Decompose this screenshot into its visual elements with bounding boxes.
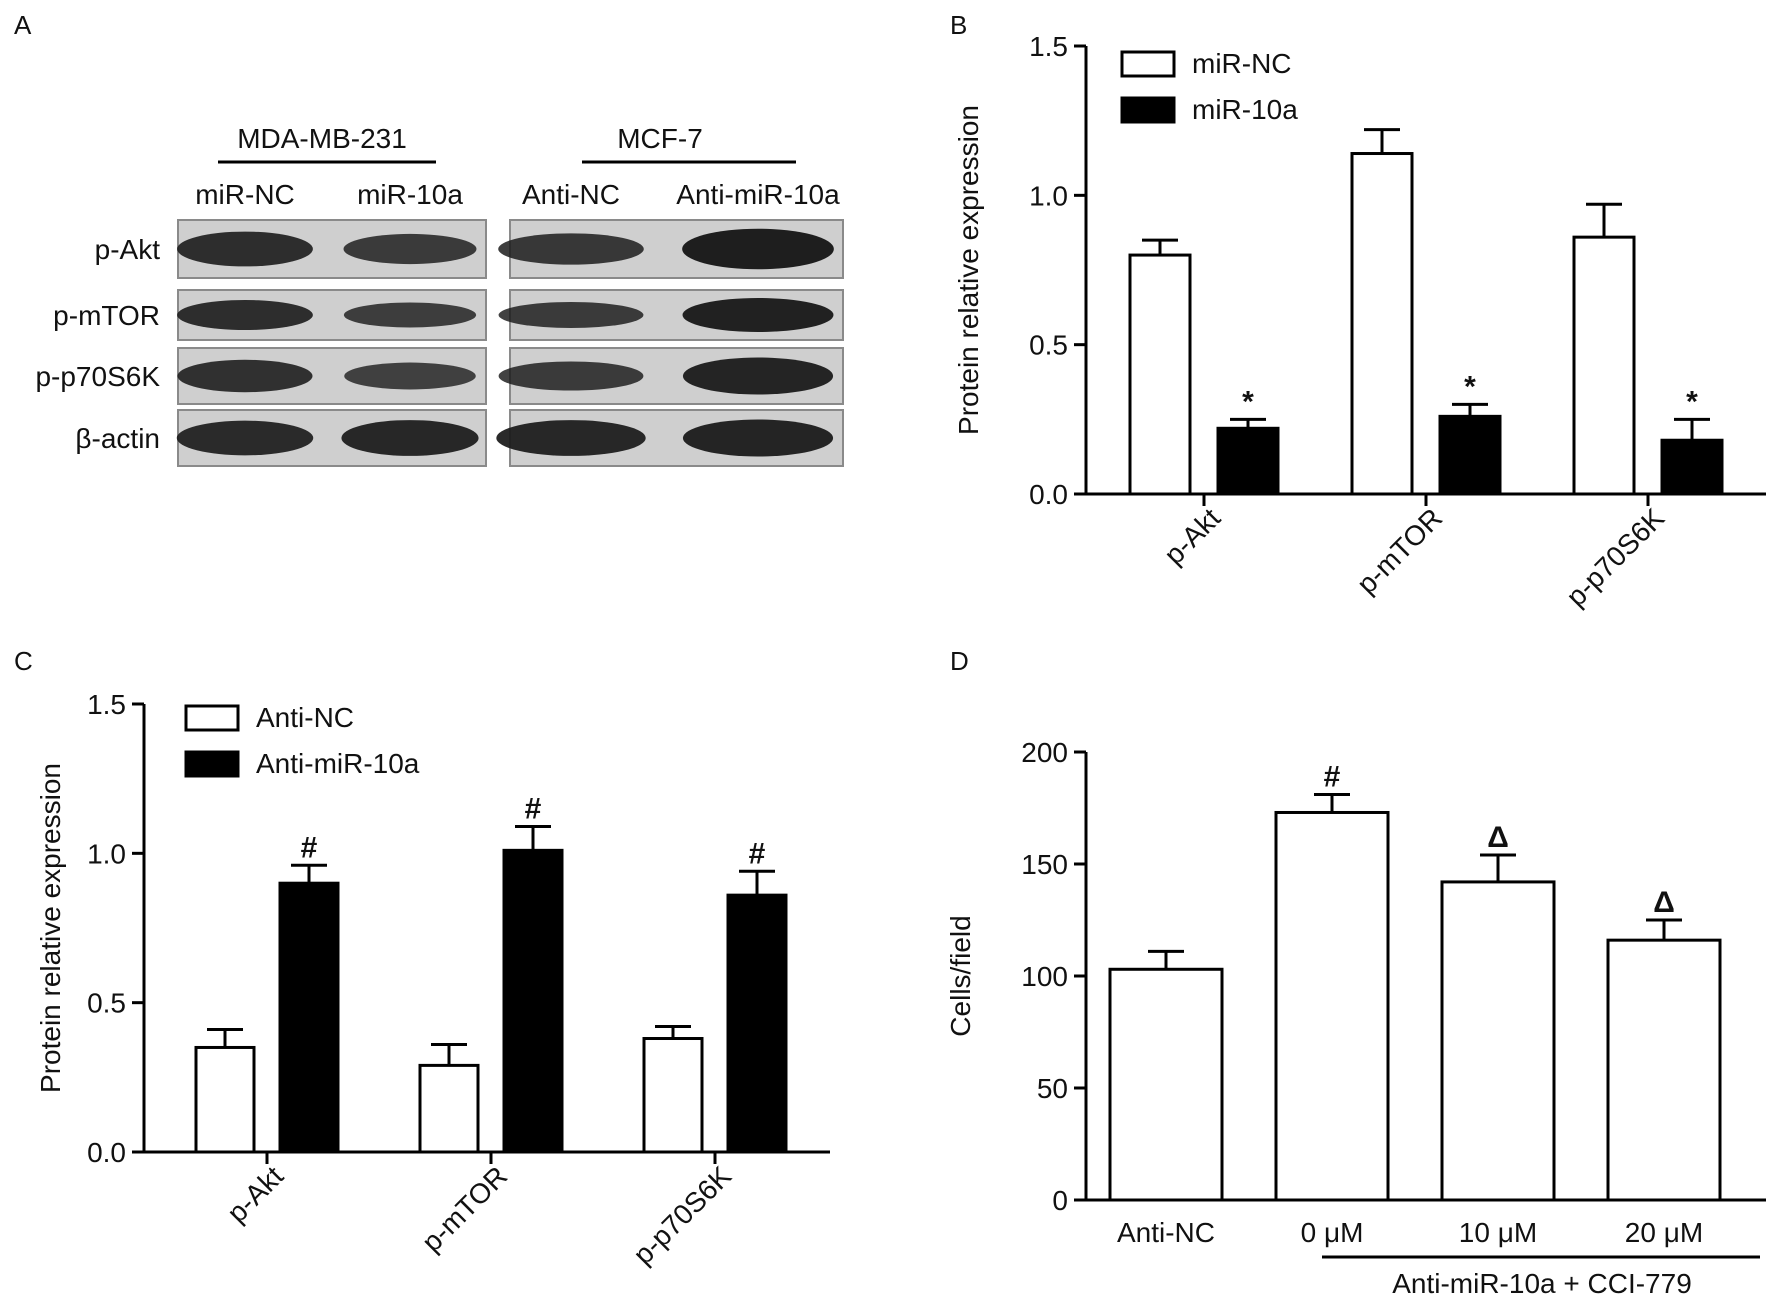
bar-anti-nc [418, 1063, 480, 1154]
bar-mir-nc [1572, 235, 1636, 496]
x-tick-label: p-p70S6K [627, 1160, 737, 1270]
panel-letter-d: D [950, 646, 969, 676]
legend-label: Anti-miR-10a [256, 748, 420, 779]
x-tick-label: p-mTOR [416, 1160, 513, 1257]
legend-label: Anti-NC [256, 702, 354, 733]
panel-letter-b: B [950, 10, 967, 40]
y-tick-label: 200 [1021, 737, 1068, 768]
blot-band [343, 302, 477, 328]
bar-anti-nc [194, 1045, 256, 1154]
significance-mark: Δ [1653, 886, 1675, 919]
legend-label: miR-NC [1192, 48, 1292, 79]
y-tick-label: 50 [1037, 1073, 1068, 1104]
y-tick-label: 0.5 [1029, 330, 1068, 361]
bar-anti-nc [642, 1037, 704, 1154]
western-blot-panel: MDA-MB-231 miR-NC miR-10a MCF-7 Anti-NC Anti-… [35, 123, 844, 467]
blot-band [498, 302, 644, 328]
significance-mark: Δ [1487, 821, 1509, 854]
y-tick-label: 0 [1052, 1185, 1068, 1216]
bar-mir-nc [1128, 253, 1192, 496]
significance-mark: * [1242, 385, 1254, 418]
bar-mir-10a [1660, 438, 1724, 496]
legend-swatch [1120, 96, 1176, 124]
panel-letter-a: A [14, 10, 32, 40]
y-tick-label: 100 [1021, 961, 1068, 992]
blot-band [682, 298, 834, 332]
significance-mark: # [749, 837, 766, 870]
blot-band [498, 233, 644, 265]
y-tick-label: 1.0 [87, 838, 126, 869]
y-tick-label: 1.5 [1029, 31, 1068, 62]
legend-label: miR-10a [1192, 94, 1298, 125]
bar-mir-10a [1438, 414, 1502, 496]
legend-swatch [184, 704, 240, 732]
blot-row-label: p-mTOR [53, 300, 160, 331]
blot-band [682, 357, 834, 395]
legend-swatch [1120, 50, 1176, 78]
blot-band [177, 231, 313, 267]
blot-band [682, 419, 834, 457]
blot-band [496, 420, 646, 456]
bar-mir-nc [1350, 152, 1414, 496]
bar-value [1606, 938, 1722, 1202]
legend-swatch [184, 750, 240, 778]
y-tick-label: 0.0 [87, 1137, 126, 1168]
blot-row-label: β-actin [75, 423, 160, 454]
blot-row-label: p-Akt [95, 234, 161, 265]
bar-chart-b: 0.0 0.5 1.0 1.5 Protein relative expression *… [953, 31, 1766, 612]
blot-band [498, 361, 644, 391]
bar-chart-c: 0.0 0.5 1.0 1.5 Protein relative expression #… [35, 689, 830, 1270]
x-tick-label: 10 μM [1459, 1217, 1537, 1248]
significance-mark: * [1464, 370, 1476, 403]
y-axis-title: Protein relative expression [35, 763, 66, 1093]
y-tick-label: 1.5 [87, 689, 126, 720]
x-tick-label: p-p70S6K [1560, 502, 1670, 612]
x-tick-label: p-mTOR [1351, 502, 1448, 599]
blot-band [176, 420, 314, 456]
blot-lane-label: miR-NC [195, 179, 295, 210]
y-axis-title: Protein relative expression [953, 105, 984, 435]
blot-row-label: p-p70S6K [35, 361, 160, 392]
bar-value [1108, 967, 1224, 1202]
y-axis-title: Cells/field [945, 915, 976, 1036]
blot-band [344, 362, 476, 390]
blot-lane-label: Anti-miR-10a [676, 179, 840, 210]
significance-mark: # [1324, 761, 1341, 794]
blot-group-label: MCF-7 [617, 123, 703, 154]
blot-band [343, 233, 477, 265]
bar-value [1440, 880, 1556, 1202]
blot-band [177, 300, 313, 330]
bar-value [1274, 810, 1390, 1202]
x-tick-label: p-Akt [221, 1160, 289, 1228]
group-bracket-label: Anti-miR-10a + CCI-779 [1392, 1268, 1692, 1299]
bar-anti-mir-10a [278, 881, 340, 1154]
panel-letter-c: C [14, 646, 33, 676]
blot-lane-label: Anti-NC [522, 179, 620, 210]
y-tick-label: 150 [1021, 849, 1068, 880]
bar-chart-d: 0 50 100 150 200 Cells/field Anti-NC #0 μM Δ 10 μ… [945, 737, 1766, 1299]
bar-mir-10a [1216, 426, 1280, 496]
y-tick-label: 0.5 [87, 988, 126, 1019]
blot-band [341, 420, 479, 456]
x-tick-label: 0 μM [1301, 1217, 1364, 1248]
significance-mark: # [301, 831, 318, 864]
bar-anti-mir-10a [502, 848, 564, 1154]
bar-anti-mir-10a [726, 893, 788, 1154]
significance-mark: * [1686, 385, 1698, 418]
blot-band [682, 228, 834, 270]
significance-mark: # [525, 792, 542, 825]
blot-group-label: MDA-MB-231 [237, 123, 407, 154]
blot-lane-label: miR-10a [357, 179, 463, 210]
x-tick-label: 20 μM [1625, 1217, 1703, 1248]
y-tick-label: 0.0 [1029, 479, 1068, 510]
blot-band [177, 359, 313, 393]
x-tick-label: Anti-NC [1117, 1217, 1215, 1248]
y-tick-label: 1.0 [1029, 180, 1068, 211]
x-tick-label: p-Akt [1158, 502, 1226, 570]
